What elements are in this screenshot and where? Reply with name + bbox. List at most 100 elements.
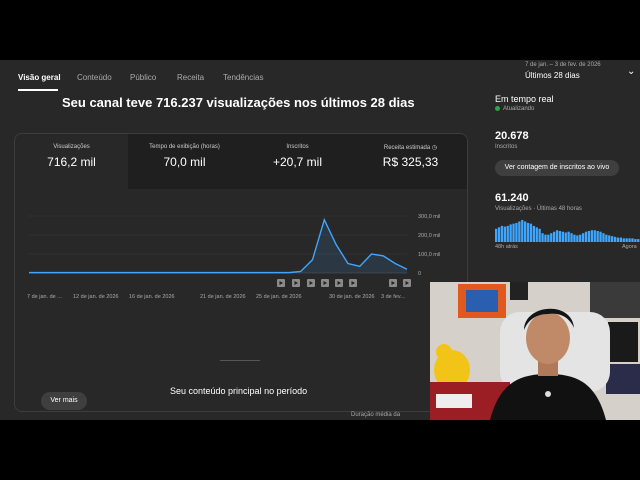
realtime-bar[interactable] [547, 234, 550, 242]
chevron-down-icon[interactable]: ⌄ [627, 66, 636, 77]
play-icon [351, 281, 355, 285]
play-icon [391, 281, 395, 285]
realtime-bar[interactable] [584, 231, 588, 242]
realtime-bar[interactable] [555, 230, 559, 242]
realtime-bar[interactable] [602, 233, 605, 242]
metric-revenue-label: Receita estimada ◷ [354, 144, 467, 151]
metric-watch-time-label: Tempo de exibição (horas) [149, 144, 220, 150]
live-dot-icon [495, 106, 500, 111]
realtime-bar[interactable] [550, 233, 553, 242]
realtime-bar[interactable] [625, 238, 628, 242]
active-tab-indicator [18, 89, 58, 91]
realtime-bar[interactable] [535, 227, 538, 242]
realtime-bar[interactable] [605, 234, 608, 242]
realtime-bar[interactable] [590, 230, 593, 242]
realtime-bar[interactable] [576, 235, 579, 242]
realtime-bar[interactable] [582, 233, 585, 242]
realtime-bar[interactable] [558, 231, 562, 242]
analytics-screen: Visão geral Conteúdo Público Receita Ten… [0, 60, 640, 420]
realtime-bar[interactable] [622, 238, 625, 242]
realtime-bar[interactable] [541, 233, 544, 242]
metric-watch-time[interactable]: Tempo de exibição (horas) 70,0 mil [128, 134, 241, 189]
realtime-bar[interactable] [613, 236, 617, 242]
section-divider [220, 360, 260, 361]
metric-revenue-label-text: Receita estimada [383, 145, 431, 151]
metric-revenue-value: R$ 325,33 [382, 155, 439, 169]
realtime-bar[interactable] [506, 225, 509, 242]
realtime-bar[interactable] [544, 234, 547, 242]
metric-views-value: 716,2 mil [47, 155, 96, 169]
realtime-bar[interactable] [524, 221, 527, 242]
metric-subscribers-label: Inscritos [286, 144, 309, 150]
live-subs-count-button[interactable]: Ver contagem de inscritos ao vivo [495, 160, 619, 176]
webcam-scene [430, 282, 640, 420]
realtime-bar[interactable] [500, 225, 504, 242]
tab-trends[interactable]: Tendências [223, 73, 264, 82]
realtime-bar[interactable] [611, 236, 614, 242]
play-icon [337, 281, 341, 285]
realtime-bar[interactable] [495, 228, 498, 242]
realtime-bar[interactable] [616, 237, 620, 242]
realtime-subs-value: 20.678 [495, 130, 529, 142]
y-tick-label: 0 [418, 271, 421, 277]
realtime-start-label: 48h atrás [495, 244, 518, 250]
realtime-bar[interactable] [570, 233, 573, 242]
x-tick-label: 7 de jan. de ... [27, 294, 62, 300]
realtime-bar[interactable] [515, 222, 518, 242]
x-tick-label: 21 de jan. de 2026 [200, 294, 246, 300]
metric-subscribers[interactable]: Inscritos +20,7 mil [241, 134, 354, 189]
realtime-bar[interactable] [634, 239, 637, 242]
realtime-bar[interactable] [561, 231, 564, 242]
realtime-bar[interactable] [637, 239, 640, 242]
realtime-bar[interactable] [573, 234, 576, 242]
metric-watch-time-value: 70,0 mil [163, 155, 206, 169]
realtime-bar[interactable] [503, 226, 506, 242]
metric-views[interactable]: Visualizações 716,2 mil [15, 134, 128, 189]
realtime-bar[interactable] [526, 222, 530, 242]
realtime-bar[interactable] [567, 231, 570, 242]
play-icon [323, 281, 327, 285]
realtime-bar[interactable] [608, 235, 611, 242]
realtime-bar[interactable] [518, 221, 521, 242]
realtime-bar[interactable] [564, 232, 567, 242]
play-icon [279, 281, 283, 285]
metric-revenue[interactable]: Receita estimada ◷ R$ 325,33 [354, 134, 467, 189]
top-content-title: Seu conteúdo principal no período [170, 386, 308, 396]
realtime-bar[interactable] [509, 224, 512, 242]
y-tick-label: 100,0 mil [418, 252, 440, 258]
realtime-bar[interactable] [532, 225, 535, 242]
x-tick-label: 25 de jan. de 2026 [256, 294, 302, 300]
realtime-bar[interactable] [631, 238, 634, 242]
realtime-bar[interactable] [596, 231, 599, 242]
see-more-button[interactable]: Ver mais [41, 392, 87, 410]
tab-revenue[interactable]: Receita [177, 73, 205, 82]
realtime-bar[interactable] [619, 237, 622, 242]
realtime-bar[interactable] [628, 238, 631, 242]
realtime-status-text: Atualizando [503, 106, 535, 113]
tab-overview[interactable]: Visão geral [18, 73, 61, 82]
metric-views-label: Visualizações [53, 144, 90, 150]
x-tick-label: 12 de jan. de 2026 [73, 294, 119, 300]
realtime-bar[interactable] [587, 231, 591, 242]
realtime-bar[interactable] [529, 223, 533, 242]
date-range-selector[interactable]: Últimos 28 dias [525, 71, 580, 80]
realtime-bar[interactable] [512, 223, 515, 242]
realtime-bar[interactable] [553, 231, 556, 242]
x-tick-label: 30 de jan. de 2026 [329, 294, 375, 300]
realtime-title: Em tempo real [495, 94, 554, 104]
views-area [29, 219, 407, 273]
realtime-bar[interactable] [599, 231, 602, 242]
tab-audience[interactable]: Público [130, 73, 157, 82]
realtime-subs-label: Inscritos [495, 144, 518, 150]
realtime-status: Atualizando [495, 106, 534, 112]
metric-subscribers-value: +20,7 mil [272, 155, 323, 169]
date-range-text[interactable]: 7 de jan. – 3 de fev. de 2026 [525, 62, 601, 68]
views-series-line[interactable] [29, 217, 408, 274]
tab-content[interactable]: Conteúdo [77, 73, 112, 82]
realtime-bar[interactable] [538, 228, 541, 242]
play-icon [309, 281, 313, 285]
realtime-bar[interactable] [593, 230, 596, 242]
realtime-bar[interactable] [579, 234, 582, 242]
realtime-bar[interactable] [521, 220, 524, 242]
realtime-bar[interactable] [497, 227, 501, 242]
